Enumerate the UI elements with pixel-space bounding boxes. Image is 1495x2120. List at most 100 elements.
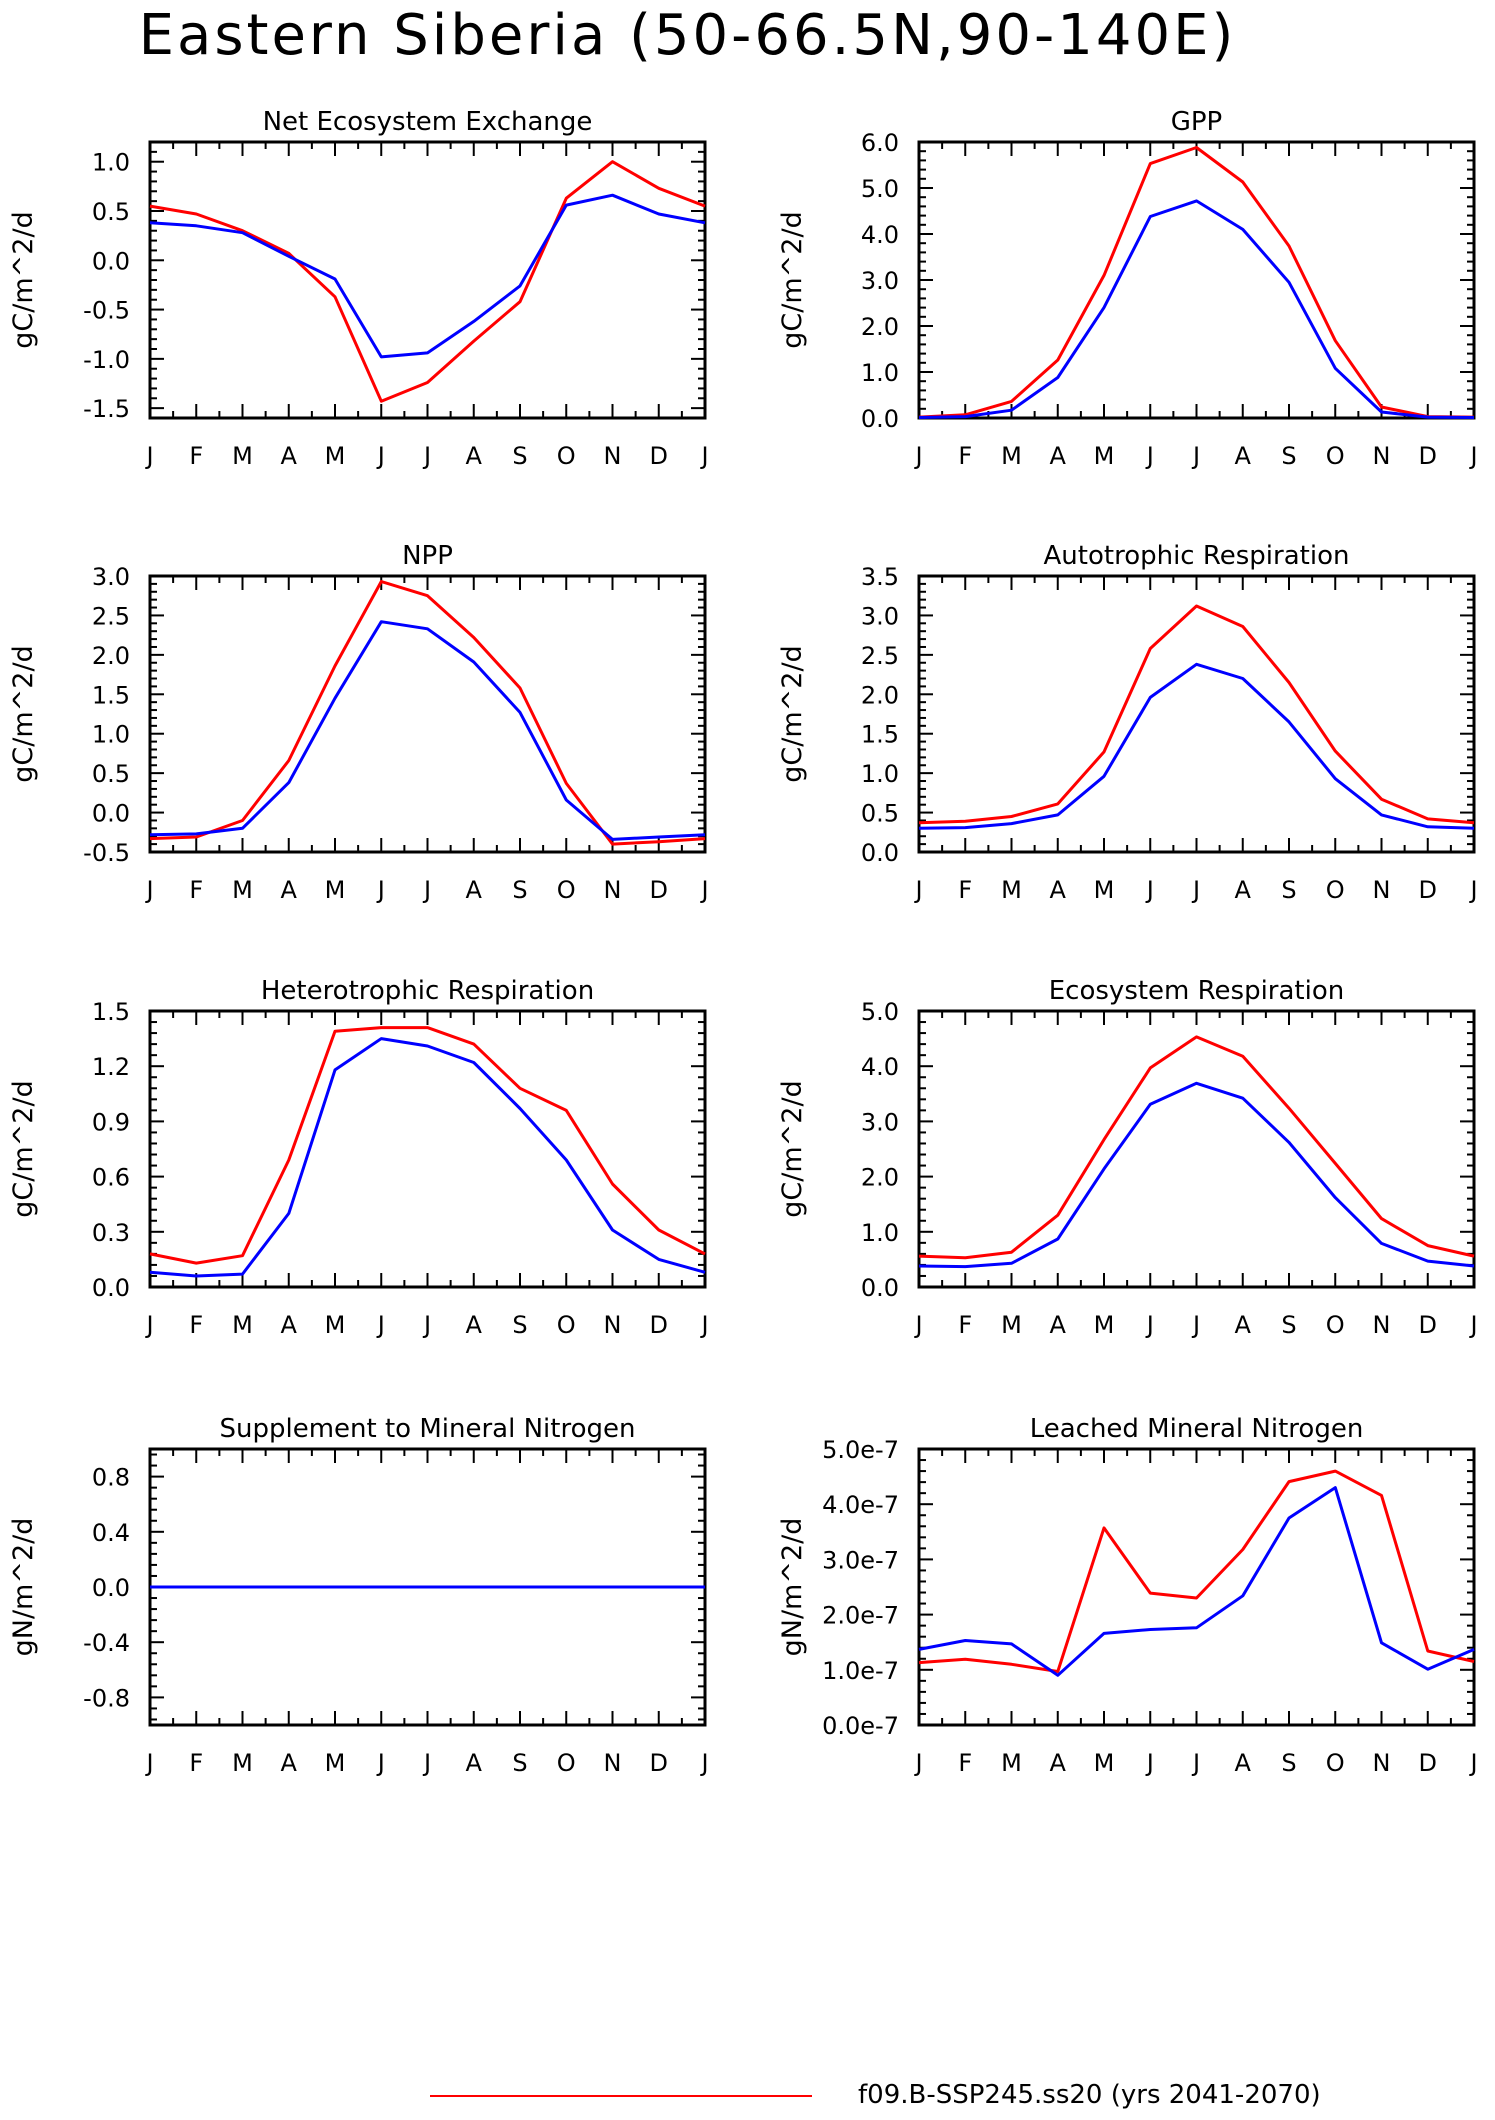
panel-title: Ecosystem Respiration xyxy=(1049,976,1344,1006)
x-tick-label: J xyxy=(1145,1749,1154,1777)
plot-frame xyxy=(917,574,1476,854)
x-tick-label: M xyxy=(232,442,253,470)
x-tick-label: O xyxy=(1326,1749,1345,1777)
x-tick-label: S xyxy=(512,1311,527,1339)
x-tick-label: O xyxy=(557,1311,576,1339)
y-tick-label: 0.9 xyxy=(92,1108,130,1136)
y-tick-label: 2.0 xyxy=(861,1164,899,1192)
x-tick-label: O xyxy=(1326,442,1345,470)
x-tick-label: M xyxy=(1094,442,1115,470)
y-tick-label: 2.0 xyxy=(861,681,899,709)
series-red-line xyxy=(149,1026,706,1265)
y-axis-label: gC/m^2/d xyxy=(8,211,39,348)
y-tick-label: 2.0 xyxy=(92,642,130,670)
series-blue-line xyxy=(149,1037,706,1278)
y-tick-label: 3.0 xyxy=(861,267,899,295)
y-tick-label: 0.5 xyxy=(92,198,130,226)
series-blue-line xyxy=(149,193,706,359)
y-tick-label: 1.0 xyxy=(861,760,899,788)
x-tick-label: F xyxy=(189,1749,203,1777)
y-tick-label: 1.0e-7 xyxy=(822,1657,899,1685)
y-tick-label: 3.5 xyxy=(861,563,899,591)
plot-frame xyxy=(148,574,707,854)
y-tick-label: 0.0 xyxy=(861,1274,899,1302)
y-tick-label: 3.0 xyxy=(861,602,899,630)
y-tick-label: -0.5 xyxy=(83,297,130,325)
x-tick-label: D xyxy=(1419,876,1437,904)
y-tick-label: 4.0 xyxy=(861,221,899,249)
x-tick-label: J xyxy=(422,876,431,904)
x-tick-label: J xyxy=(1145,1311,1154,1339)
x-tick-label: N xyxy=(604,1311,622,1339)
x-tick-label: M xyxy=(325,442,346,470)
y-tick-label: 1.5 xyxy=(92,681,130,709)
x-tick-label: J xyxy=(699,876,708,904)
x-tick-label: J xyxy=(699,442,708,470)
x-tick-label: J xyxy=(144,1311,153,1339)
x-tick-label: J xyxy=(1468,1311,1477,1339)
x-tick-label: D xyxy=(1419,1749,1437,1777)
y-tick-label: 1.2 xyxy=(92,1053,130,1081)
x-tick-label: A xyxy=(466,1311,483,1339)
y-axis-label: gN/m^2/d xyxy=(8,1518,39,1657)
plot-frame xyxy=(917,1447,1476,1727)
y-tick-label: 2.5 xyxy=(861,642,899,670)
x-tick-label: J xyxy=(913,876,922,904)
panel-title: NPP xyxy=(402,541,453,571)
x-tick-label: A xyxy=(1235,442,1252,470)
x-tick-label: J xyxy=(1145,442,1154,470)
x-tick-label: S xyxy=(1281,876,1296,904)
x-tick-label: O xyxy=(557,1749,576,1777)
x-tick-label: M xyxy=(325,1749,346,1777)
x-tick-label: J xyxy=(1145,876,1154,904)
x-tick-label: M xyxy=(232,1311,253,1339)
y-tick-label: 3.0 xyxy=(92,563,130,591)
x-tick-label: J xyxy=(699,1311,708,1339)
series-blue-line xyxy=(918,1081,1475,1269)
y-axis-label: gC/m^2/d xyxy=(777,1080,808,1217)
x-tick-label: A xyxy=(1050,1311,1067,1339)
series-blue-line xyxy=(149,620,706,841)
x-tick-label: F xyxy=(958,442,972,470)
y-tick-label: 4.0 xyxy=(861,1053,899,1081)
x-tick-label: J xyxy=(144,876,153,904)
y-tick-label: 2.0e-7 xyxy=(822,1602,899,1630)
x-tick-label: F xyxy=(958,1311,972,1339)
x-tick-label: J xyxy=(1468,442,1477,470)
x-tick-label: N xyxy=(1373,1311,1391,1339)
y-axis-label: gC/m^2/d xyxy=(8,1080,39,1217)
x-tick-label: J xyxy=(699,1749,708,1777)
x-tick-label: J xyxy=(376,876,385,904)
y-tick-label: 0.0 xyxy=(861,405,899,433)
x-tick-label: J xyxy=(376,1311,385,1339)
y-tick-label: 1.0 xyxy=(92,149,130,177)
x-tick-label: A xyxy=(466,876,483,904)
x-tick-label: F xyxy=(189,1311,203,1339)
panel-title: Supplement to Mineral Nitrogen xyxy=(220,1414,636,1444)
y-tick-label: 2.5 xyxy=(92,602,130,630)
x-tick-label: J xyxy=(422,1311,431,1339)
y-tick-label: 5.0 xyxy=(861,175,899,203)
x-tick-label: M xyxy=(1001,876,1022,904)
x-tick-label: J xyxy=(1468,1749,1477,1777)
x-tick-label: M xyxy=(232,876,253,904)
x-tick-label: D xyxy=(650,442,668,470)
x-tick-label: J xyxy=(144,442,153,470)
x-tick-label: S xyxy=(1281,442,1296,470)
x-tick-label: O xyxy=(1326,876,1345,904)
y-tick-label: 0.0 xyxy=(92,1274,130,1302)
series-red-line xyxy=(149,160,706,403)
y-axis-label: gC/m^2/d xyxy=(8,645,39,782)
x-tick-label: M xyxy=(1001,1311,1022,1339)
x-tick-label: J xyxy=(913,1749,922,1777)
y-tick-label: -0.5 xyxy=(83,839,130,867)
x-tick-label: N xyxy=(1373,442,1391,470)
x-tick-label: A xyxy=(1235,876,1252,904)
y-tick-label: 0.0 xyxy=(92,1574,130,1602)
y-tick-label: 1.5 xyxy=(92,998,130,1026)
